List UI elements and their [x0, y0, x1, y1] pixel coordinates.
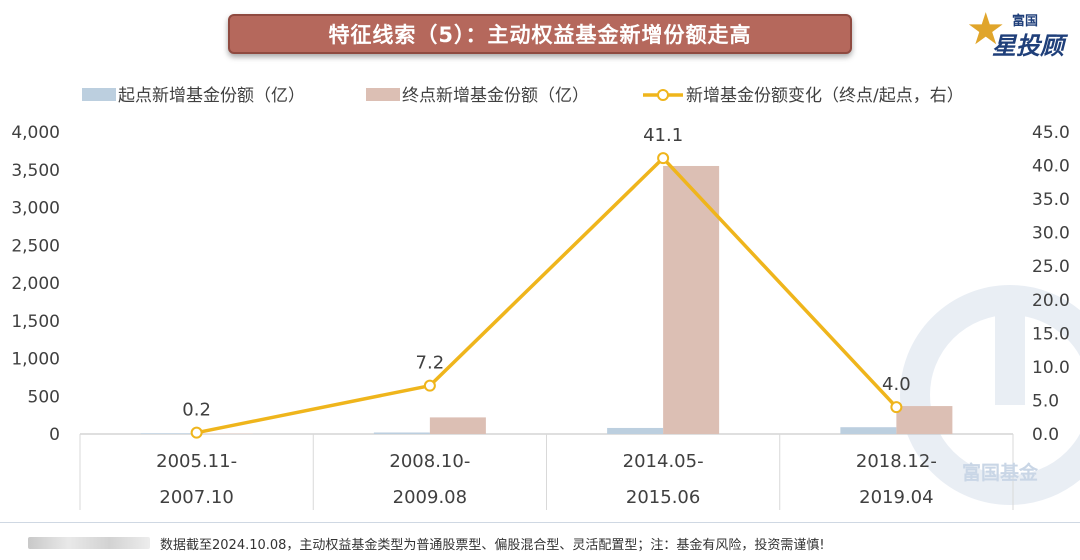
legend-label-ratio: 新增基金份额变化（终点/起点，右） — [686, 86, 964, 106]
footer-note: 数据截至2024.10.08，主动权益基金类型为普通股票型、偏股混合型、灵活配置… — [160, 538, 825, 553]
end-bar — [896, 406, 953, 434]
left-tick-label: 3,500 — [11, 161, 60, 181]
x-tick-label: 2019.04 — [859, 487, 933, 508]
right-tick-label: 10.0 — [1032, 358, 1070, 378]
x-tick-label: 2014.05- — [623, 451, 704, 472]
ratio-point — [190, 426, 203, 439]
start-bar — [840, 427, 897, 434]
start-bar — [373, 432, 430, 434]
logo-main-text: 星投顾 — [992, 32, 1064, 60]
x-tick-label: 2005.11- — [156, 451, 237, 472]
blurred-source — [28, 537, 150, 549]
ratio-point — [423, 379, 436, 392]
right-tick-label: 25.0 — [1032, 257, 1070, 277]
brand-logo: ★ 富国 星投顾 — [966, 4, 1072, 61]
left-tick-label: 1,500 — [11, 312, 60, 332]
end-bar — [429, 417, 486, 434]
legend-marker-ratio — [657, 89, 669, 101]
ratio-line — [196, 156, 898, 435]
right-tick-label: 5.0 — [1032, 391, 1059, 411]
logo-top-text: 富国 — [1012, 14, 1039, 29]
star-icon: ★ — [966, 4, 1006, 55]
right-tick-label: 15.0 — [1032, 324, 1070, 344]
left-tick-label: 2,500 — [11, 236, 60, 256]
left-tick-label: 1,000 — [11, 350, 60, 370]
left-tick-label: 4,000 — [11, 123, 60, 143]
start-bar — [607, 427, 664, 434]
left-tick-label: 2,000 — [11, 274, 60, 294]
right-tick-label: 0.0 — [1032, 425, 1059, 445]
legend-label-end: 终点新增基金份额（亿） — [402, 86, 589, 106]
x-tick-label: 2007.10 — [159, 487, 233, 508]
chart-title: 特征线索（5）：主动权益基金新增份额走高 — [328, 23, 752, 47]
left-tick-label: 3,000 — [11, 199, 60, 219]
legend-swatch-start — [82, 88, 116, 101]
right-tick-label: 35.0 — [1032, 190, 1070, 210]
title-banner: 特征线索（5）：主动权益基金新增份额走高 — [228, 14, 852, 54]
ratio-point — [657, 152, 670, 165]
chart-area: 起点新增基金份额（亿） 终点新增基金份额（亿） 新增基金份额变化（终点/起点，右） … — [11, 86, 1080, 510]
left-tick-label: 0 — [49, 425, 60, 445]
right-tick-label: 20.0 — [1032, 291, 1070, 311]
start-bar — [140, 433, 197, 434]
x-tick-label: 2015.06 — [626, 487, 700, 508]
x-tick-label: 2009.08 — [393, 487, 467, 508]
end-bar — [663, 165, 720, 434]
right-tick-label: 30.0 — [1032, 224, 1070, 244]
ratio-data-label: 4.0 — [882, 374, 911, 395]
right-tick-label: 45.0 — [1032, 123, 1070, 143]
ratio-data-label: 7.2 — [416, 353, 445, 374]
watermark-text: 富国基金 — [962, 462, 1039, 484]
x-tick-label: 2018.12- — [856, 451, 937, 472]
left-tick-label: 500 — [28, 387, 60, 407]
legend-swatch-end — [366, 88, 400, 101]
footer-divider — [0, 522, 1080, 523]
x-tick-label: 2008.10- — [389, 451, 470, 472]
ratio-data-label: 41.1 — [643, 125, 683, 146]
watermark-logo — [900, 285, 1080, 505]
legend-label-start: 起点新增基金份额（亿） — [118, 86, 305, 106]
legend: 起点新增基金份额（亿） 终点新增基金份额（亿） 新增基金份额变化（终点/起点，右） — [82, 86, 964, 106]
right-tick-label: 40.0 — [1032, 157, 1070, 177]
ratio-point — [890, 401, 903, 414]
ratio-data-label: 0.2 — [182, 400, 211, 421]
